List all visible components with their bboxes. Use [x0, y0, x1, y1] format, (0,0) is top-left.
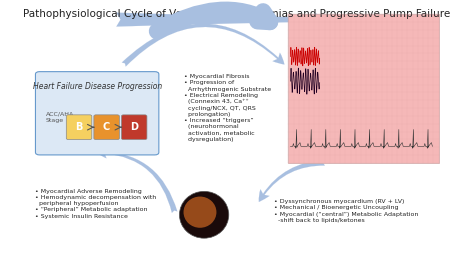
FancyBboxPatch shape — [288, 14, 438, 163]
Text: • Dyssynchronous myocardium (RV + LV)
• Mechanical / Bioenergetic Uncoupling
• M: • Dyssynchronous myocardium (RV + LV) • … — [274, 199, 419, 223]
FancyBboxPatch shape — [36, 72, 159, 155]
FancyArrowPatch shape — [122, 24, 284, 67]
Text: • Myocardial Fibrosis
• Progression of
  Arrhythmogenic Substrate
• Electrical R: • Myocardial Fibrosis • Progression of A… — [183, 74, 271, 141]
Text: Pathophysiological Cycle of Ventricular Arrhythmias and Progressive Pump Failure: Pathophysiological Cycle of Ventricular … — [23, 9, 451, 19]
FancyBboxPatch shape — [94, 115, 119, 140]
Ellipse shape — [183, 196, 217, 228]
Text: Heart Failure Disease Progression: Heart Failure Disease Progression — [33, 82, 162, 91]
Text: ACC/AHA
Stage: ACC/AHA Stage — [46, 112, 74, 123]
Text: C: C — [103, 122, 110, 132]
FancyBboxPatch shape — [121, 115, 147, 140]
Text: B: B — [75, 122, 83, 132]
FancyArrowPatch shape — [259, 160, 325, 202]
Ellipse shape — [180, 191, 229, 238]
FancyBboxPatch shape — [66, 115, 92, 140]
Text: • Myocardial Adverse Remodeling
• Hemodynamic decompensation with
  peripheral h: • Myocardial Adverse Remodeling • Hemody… — [36, 189, 157, 219]
Text: D: D — [130, 122, 138, 132]
FancyArrowPatch shape — [96, 147, 177, 213]
